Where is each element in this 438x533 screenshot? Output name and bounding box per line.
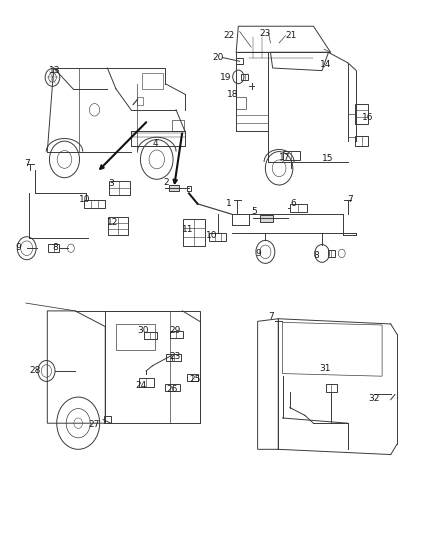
- Text: 4: 4: [153, 139, 158, 148]
- Text: 22: 22: [224, 31, 235, 40]
- Text: 31: 31: [320, 365, 331, 374]
- Bar: [170, 331, 183, 338]
- Bar: [183, 220, 205, 246]
- Text: 8: 8: [52, 243, 58, 252]
- Bar: [236, 58, 244, 64]
- Bar: [283, 151, 300, 160]
- Text: 3: 3: [108, 180, 114, 189]
- Bar: [103, 416, 111, 423]
- Text: 2: 2: [164, 179, 170, 188]
- Bar: [187, 374, 198, 381]
- Text: 7: 7: [24, 159, 30, 167]
- Text: 10: 10: [79, 195, 91, 204]
- Text: 10: 10: [205, 231, 217, 240]
- Bar: [328, 251, 336, 256]
- Text: 8: 8: [313, 251, 319, 260]
- Bar: [165, 384, 180, 391]
- Text: 9: 9: [16, 243, 21, 252]
- Text: 20: 20: [212, 53, 223, 62]
- Bar: [260, 215, 272, 222]
- Text: 25: 25: [189, 375, 201, 384]
- Text: 27: 27: [88, 420, 99, 429]
- Text: 26: 26: [166, 385, 177, 394]
- Text: 15: 15: [322, 155, 334, 164]
- Bar: [138, 378, 154, 386]
- Text: 17: 17: [279, 154, 291, 163]
- Text: 12: 12: [107, 218, 118, 227]
- Text: 13: 13: [49, 66, 61, 75]
- Bar: [144, 332, 157, 339]
- Text: 24: 24: [135, 381, 146, 390]
- Text: 23: 23: [260, 28, 271, 37]
- Bar: [356, 136, 367, 146]
- Text: 19: 19: [220, 73, 232, 82]
- Bar: [241, 74, 248, 80]
- Bar: [355, 103, 368, 124]
- Bar: [209, 233, 226, 241]
- Bar: [187, 185, 191, 191]
- Bar: [109, 181, 130, 196]
- Text: 6: 6: [290, 199, 296, 208]
- Text: 28: 28: [30, 367, 41, 375]
- Text: 32: 32: [369, 394, 380, 402]
- Bar: [48, 244, 59, 253]
- Text: 29: 29: [170, 326, 181, 335]
- Text: 11: 11: [182, 225, 194, 235]
- Text: 18: 18: [227, 90, 238, 99]
- Bar: [290, 204, 307, 212]
- Bar: [84, 200, 105, 208]
- Bar: [108, 217, 128, 235]
- Text: 14: 14: [320, 60, 331, 69]
- Bar: [326, 384, 337, 392]
- Text: 5: 5: [252, 207, 258, 216]
- Bar: [166, 354, 181, 361]
- Text: 21: 21: [286, 31, 297, 40]
- Text: 7: 7: [268, 312, 274, 321]
- Text: 16: 16: [362, 112, 373, 122]
- Text: 7: 7: [347, 195, 353, 204]
- Text: 1: 1: [226, 199, 232, 208]
- Text: 30: 30: [137, 326, 148, 335]
- Bar: [169, 185, 179, 191]
- Text: 23: 23: [170, 352, 181, 361]
- Text: 9: 9: [256, 249, 261, 259]
